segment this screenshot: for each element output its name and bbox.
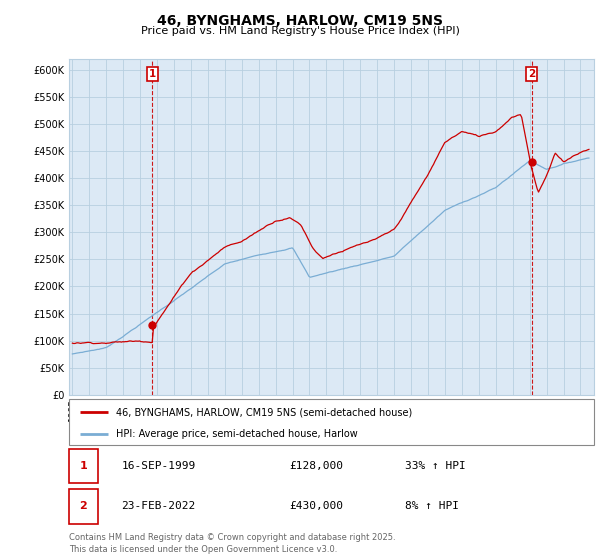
Text: 1: 1	[149, 69, 156, 79]
Text: HPI: Average price, semi-detached house, Harlow: HPI: Average price, semi-detached house,…	[116, 429, 358, 438]
Text: 2: 2	[528, 69, 535, 79]
Text: 1: 1	[80, 461, 88, 471]
Text: 23-FEB-2022: 23-FEB-2022	[121, 501, 196, 511]
Text: 16-SEP-1999: 16-SEP-1999	[121, 461, 196, 471]
Text: Price paid vs. HM Land Registry's House Price Index (HPI): Price paid vs. HM Land Registry's House …	[140, 26, 460, 36]
FancyBboxPatch shape	[69, 399, 594, 445]
Text: £430,000: £430,000	[290, 501, 343, 511]
Text: £128,000: £128,000	[290, 461, 343, 471]
FancyBboxPatch shape	[69, 489, 98, 524]
Text: 46, BYNGHAMS, HARLOW, CM19 5NS: 46, BYNGHAMS, HARLOW, CM19 5NS	[157, 14, 443, 28]
Text: 2: 2	[80, 501, 88, 511]
Text: 46, BYNGHAMS, HARLOW, CM19 5NS (semi-detached house): 46, BYNGHAMS, HARLOW, CM19 5NS (semi-det…	[116, 407, 413, 417]
Text: 33% ↑ HPI: 33% ↑ HPI	[405, 461, 466, 471]
FancyBboxPatch shape	[69, 449, 98, 483]
Text: Contains HM Land Registry data © Crown copyright and database right 2025.
This d: Contains HM Land Registry data © Crown c…	[69, 533, 395, 554]
Text: 8% ↑ HPI: 8% ↑ HPI	[405, 501, 459, 511]
